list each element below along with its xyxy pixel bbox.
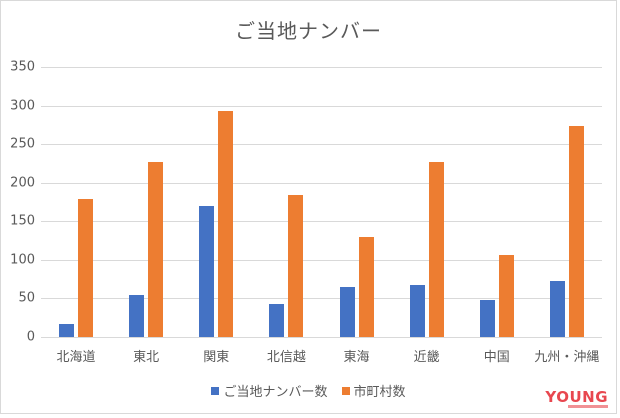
y-tick-label: 200 [10,175,35,191]
bar-gotouchi-number [549,280,565,337]
bar-gotouchi-number [59,323,75,337]
y-tick-label: 0 [26,329,35,345]
bar-municipalities [218,110,234,337]
gridline [41,144,602,146]
legend-label: 市町村数 [353,385,406,400]
bar-gotouchi-number [269,303,285,337]
y-tick-label: 300 [10,98,35,114]
y-tick-label: 350 [10,59,35,75]
bar-municipalities [78,198,94,337]
chart-title: ご当地ナンバー [235,19,382,43]
gridline [41,182,602,184]
y-tick-label: 50 [18,290,35,306]
y-tick-label: 150 [10,213,35,229]
y-tick-label: 250 [10,136,35,152]
bar-gotouchi-number [129,294,145,337]
legend-label: ご当地ナンバー数 [223,385,328,400]
bar-municipalities [358,236,374,337]
watermark-underline [568,405,608,408]
x-tick-label: 東海 [343,350,370,365]
bar-municipalities [568,125,584,337]
x-tick-label: 東北 [133,350,160,365]
legend-swatch-orange [341,386,350,395]
watermark-logo: YOUNG [545,390,608,408]
legend: ご当地ナンバー数 市町村数 [1,381,616,400]
x-tick-label: 九州・沖縄 [534,350,600,365]
bar-municipalities [428,161,444,337]
bar-gotouchi-number [339,286,355,337]
gridline [41,105,602,107]
gridline [41,221,602,223]
x-tick-label: 北海道 [56,350,96,365]
gridline [41,259,602,261]
plot-area [41,67,602,338]
legend-swatch-blue [211,386,220,395]
bar-gotouchi-number [479,299,495,337]
bar-municipalities [498,255,514,337]
gridline [41,298,602,300]
bar-gotouchi-number [199,205,215,337]
bar-gotouchi-number [409,284,425,337]
x-tick-label: 近畿 [413,350,440,365]
x-tick-label: 北信越 [266,350,306,365]
gridline [41,67,602,68]
x-tick-label: 関東 [203,350,230,365]
bar-municipalities [148,161,164,337]
bar-municipalities [288,195,304,337]
y-tick-label: 100 [10,252,35,268]
watermark-text: YOUNG [545,388,608,406]
legend-item-series2: 市町村数 [341,381,406,400]
legend-item-series1: ご当地ナンバー数 [211,381,328,400]
x-tick-label: 中国 [483,350,510,365]
gridline [41,337,602,338]
